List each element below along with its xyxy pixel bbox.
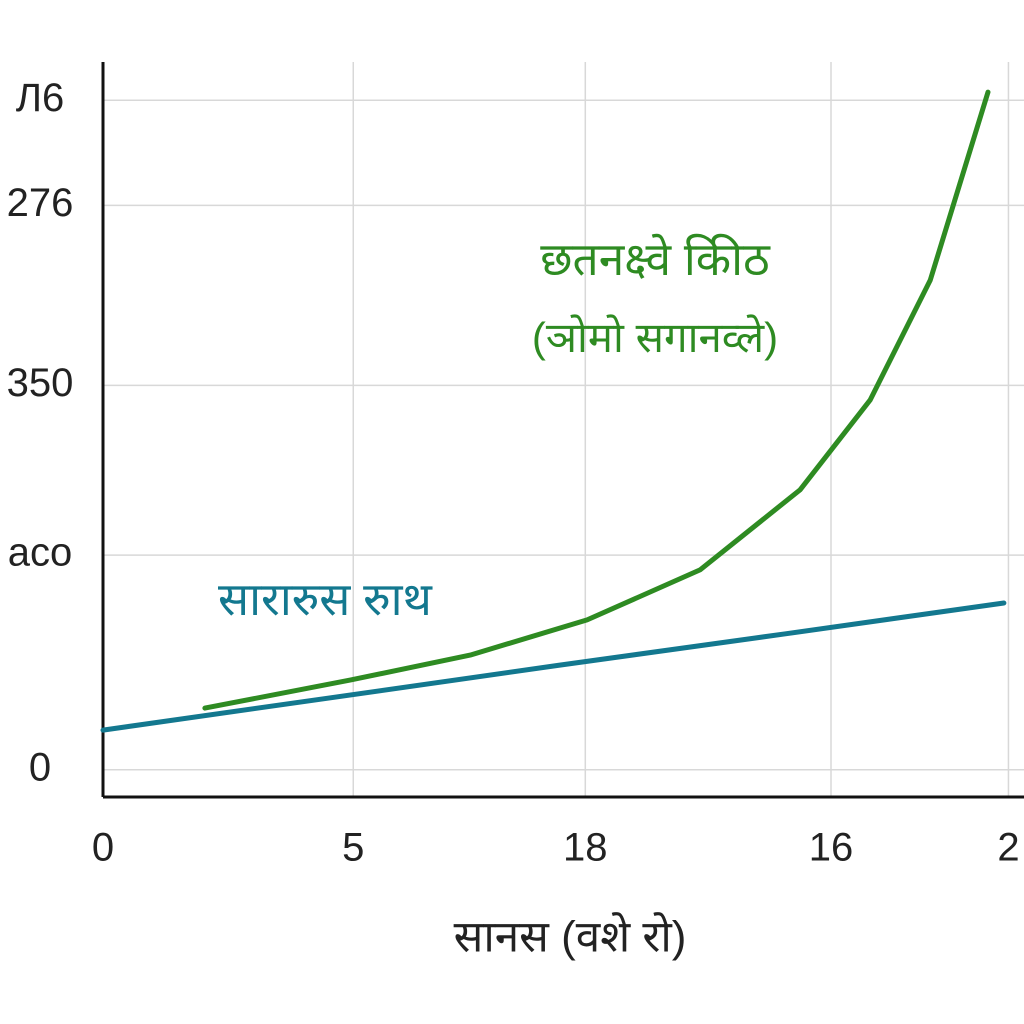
y-tick-label: 276 xyxy=(7,181,74,225)
x-tick-label: 5 xyxy=(342,826,364,870)
series-sublabel: (ञोमो सगानव्ले) xyxy=(532,314,778,361)
y-tick-label: Л6 xyxy=(16,76,65,120)
y-tick-label: 350 xyxy=(7,361,74,405)
y-tick-label: aco xyxy=(8,531,73,575)
y-tick-label: 0 xyxy=(29,745,51,789)
x-tick-label: 2 xyxy=(997,826,1019,870)
series-label: छतनक्ष्वे किीठ xyxy=(540,233,771,285)
x-tick-label: 18 xyxy=(563,826,608,870)
series-line xyxy=(100,600,1007,733)
x-tick-label: 0 xyxy=(92,826,114,870)
x-axis-label: सानस (वशे रो) xyxy=(454,912,687,962)
series-label: सारारुस रुाथ xyxy=(218,573,434,625)
x-tick-label: 16 xyxy=(809,826,854,870)
series-line xyxy=(202,89,991,711)
